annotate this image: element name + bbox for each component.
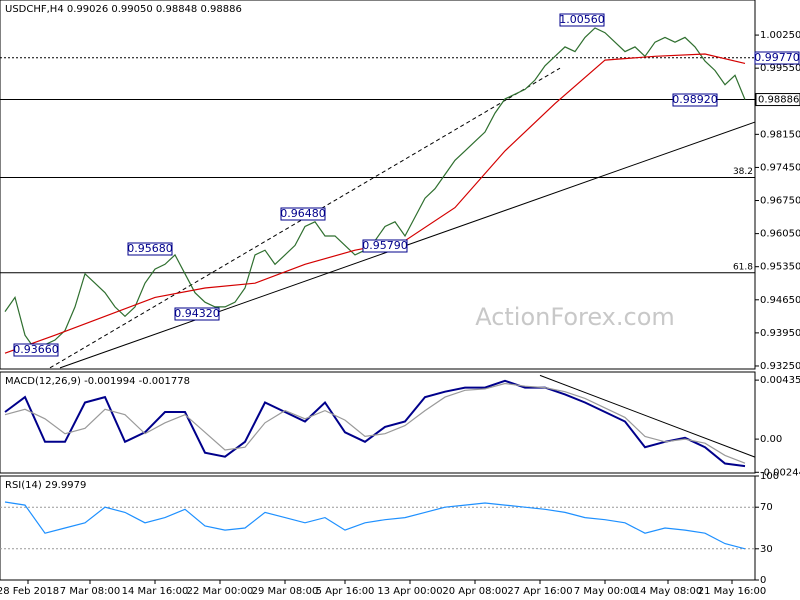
annotation: 0.95680 (127, 242, 173, 255)
y-tick-label: 0.96750 (760, 196, 800, 207)
y-tick-label: 30 (760, 544, 773, 555)
y-tick-label: 0.93950 (760, 328, 800, 339)
x-tick-label: 20 Apr 08:00 (442, 586, 507, 597)
annotation-box (127, 242, 173, 256)
annotation: 0.94320 (174, 307, 220, 320)
series-line (4, 27, 746, 351)
price-panel (0, 0, 756, 370)
y-tick-label: 1.00250 (760, 30, 800, 41)
price-box (755, 93, 800, 107)
x-tick-label: 7 Mar 08:00 (60, 586, 120, 597)
annotation-box (13, 343, 59, 357)
y-tick-label: 0.93250 (760, 361, 800, 372)
panel-title: MACD(12,26,9) -0.001994 -0.001778 (5, 376, 190, 387)
annotation: 0.96480 (280, 207, 326, 220)
y-tick-label: 0.96050 (760, 229, 800, 240)
annotation-box (362, 239, 408, 253)
panel-title: RSI(14) 29.9979 (5, 480, 86, 491)
series-line (4, 501, 746, 550)
annotation: 0.93660 (13, 343, 59, 356)
x-tick-label: 22 Mar 00:00 (187, 586, 254, 597)
annotation-box (174, 307, 220, 321)
x-tick-label: 27 Apr 16:00 (507, 586, 572, 597)
panel-title: USDCHF,H4 0.99026 0.99050 0.98848 0.9888… (5, 4, 242, 15)
series-line (4, 379, 746, 468)
y-tick-label: 0.00 (760, 434, 782, 445)
current-price: 0.98886 (758, 95, 799, 106)
y-tick-label: 0.95350 (760, 262, 800, 273)
watermark: ActionForex.com (475, 303, 675, 331)
annotation: 0.98920 (672, 93, 718, 106)
annotation: 0.95790 (362, 239, 408, 252)
x-tick-label: 7 May 00:00 (574, 586, 636, 597)
y-tick-label: 0.99550 (760, 63, 800, 74)
annotation-box (559, 13, 605, 27)
trend-line (539, 374, 756, 458)
x-tick-label: 29 Mar 08:00 (252, 586, 319, 597)
y-tick-label: 0.98150 (760, 129, 800, 140)
annotation-box (754, 51, 800, 65)
rsi-panel (0, 475, 756, 581)
x-tick-label: 13 Apr 00:00 (377, 586, 442, 597)
annotation-box (280, 207, 326, 221)
fib-label: 61.8 (733, 262, 753, 272)
y-tick-label: 70 (760, 502, 773, 513)
annotation: 1.00560 (559, 13, 605, 26)
series-line (4, 382, 746, 464)
y-tick-label: -0.002448 (760, 467, 800, 478)
annotation: 0.99770 (754, 51, 800, 64)
annotation-box (672, 93, 718, 107)
y-tick-label: 0.004351 (760, 375, 800, 386)
x-tick-label: 21 May 16:00 (698, 586, 767, 597)
fib-label: 38.2 (733, 167, 753, 177)
y-tick-label: 0 (760, 575, 766, 586)
y-tick-label: 0.94650 (760, 295, 800, 306)
x-tick-label: 14 May 08:00 (634, 586, 703, 597)
y-tick-label: 0.97450 (760, 162, 800, 173)
x-tick-label: 5 Apr 16:00 (316, 586, 375, 597)
macd-panel (0, 371, 756, 474)
y-tick-label: 100 (760, 471, 779, 482)
x-tick-label: 14 Mar 16:00 (122, 586, 189, 597)
x-tick-label: 28 Feb 2018 (0, 586, 59, 597)
